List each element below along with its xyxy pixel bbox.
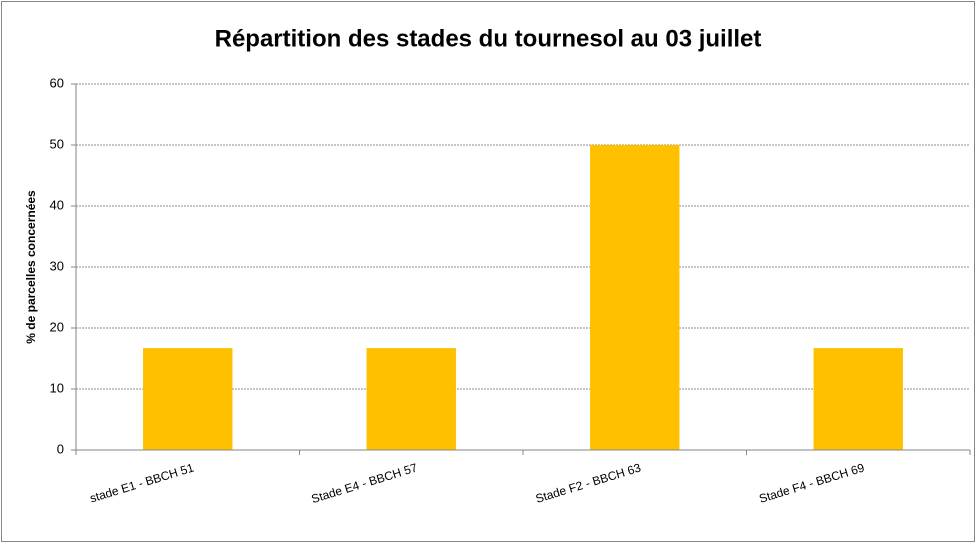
bar — [813, 348, 903, 450]
y-axis-label: % de parcelles concernées — [24, 190, 38, 344]
bar — [590, 145, 680, 450]
y-tick-label: 50 — [50, 136, 64, 151]
y-tick-label: 60 — [50, 75, 64, 90]
bar — [143, 348, 233, 450]
y-tick-label: 40 — [50, 197, 64, 212]
y-tick-label: 20 — [50, 319, 64, 334]
y-tick-label: 10 — [50, 380, 64, 395]
y-tick-label: 0 — [57, 441, 64, 456]
y-tick-label: 30 — [50, 258, 64, 273]
chart-title: Répartition des stades du tournesol au 0… — [215, 25, 762, 52]
bar — [366, 348, 456, 450]
